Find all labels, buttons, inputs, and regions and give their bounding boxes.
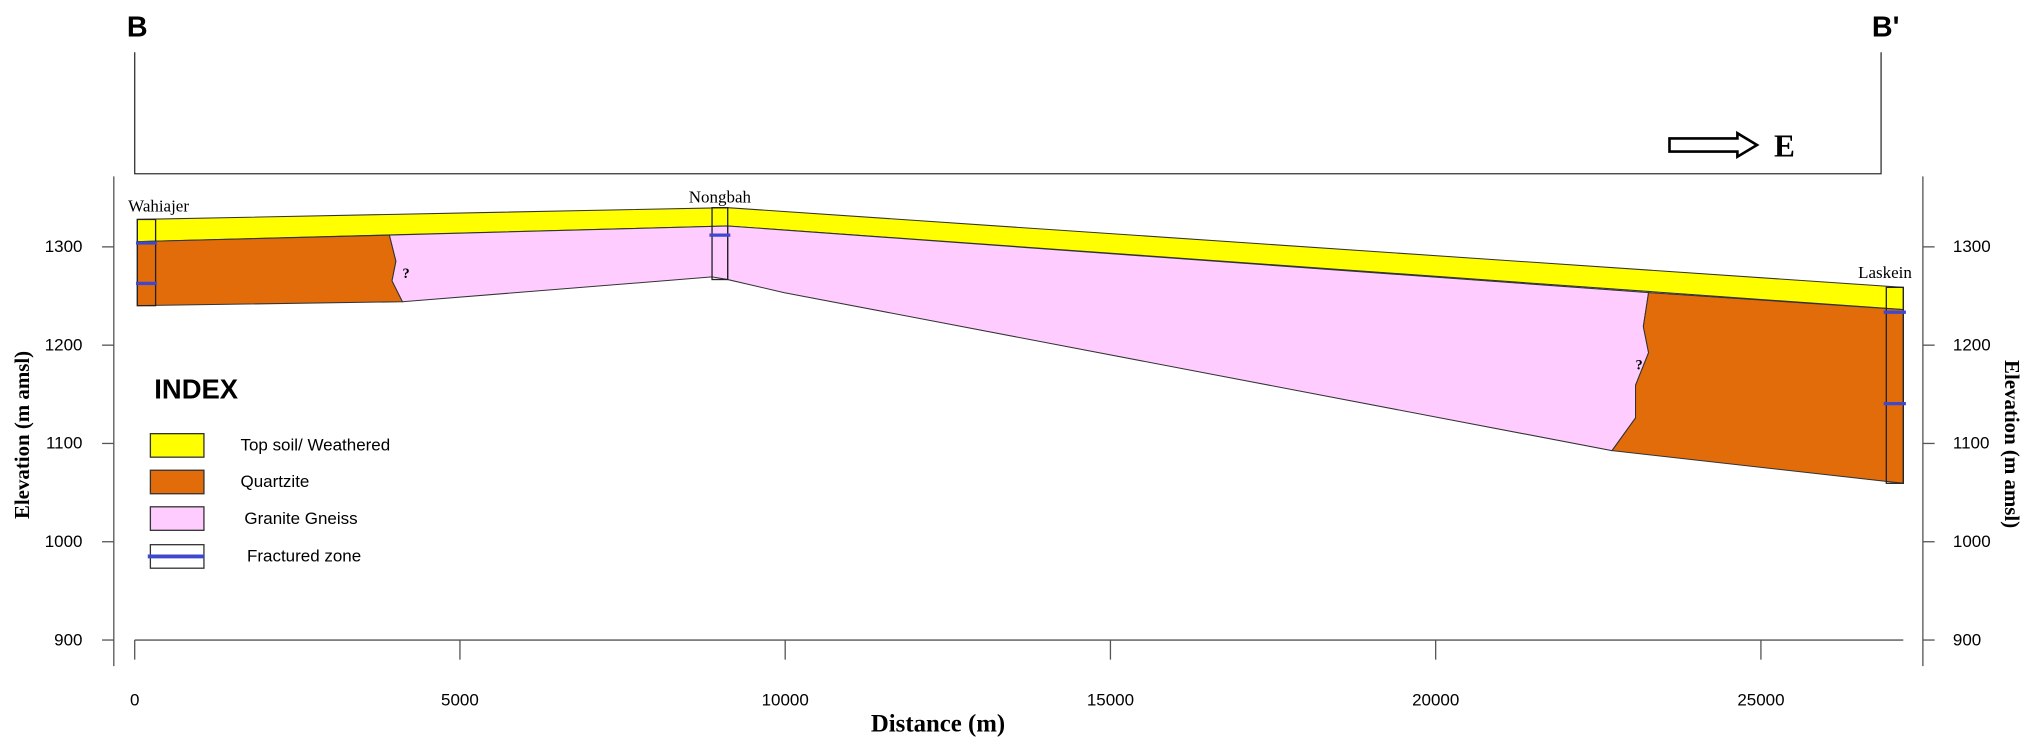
x-tick-label: 10000 [762,690,809,709]
legend-label: Top soil/ Weathered [241,436,391,455]
borehole [711,207,729,281]
x-tick-label: 25000 [1737,690,1784,709]
y2-axis-title: Elevation (m amsl) [2000,360,2024,528]
legend-swatch [149,506,205,531]
borehole [1885,286,1904,484]
legend-title: INDEX [154,373,239,404]
legend-label: Quartzite [241,472,310,491]
uncertain-contact: ? [1636,358,1643,374]
y-tick-label: 1000 [45,532,83,551]
quartzite-layer [1611,292,1904,484]
header-frame [134,52,1882,175]
well-name: Nongbah [689,187,752,206]
y-tick-label: 1100 [46,434,83,453]
y2-tick-label: 1100 [1953,434,1990,453]
y-tick-label: 900 [54,630,82,649]
x-tick-label: 0 [130,690,139,709]
y2-tick-label: 900 [1953,630,1981,649]
direction-label: E [1774,129,1795,164]
direction-arrow [1668,130,1760,160]
uncertain-contact: ? [402,266,409,282]
well-name: Laskein [1858,263,1912,282]
x-tick-label: 20000 [1412,690,1459,709]
x-axis-title: Distance (m) [871,710,1005,737]
legend-swatch [149,433,205,458]
fractured-zones [136,233,1906,406]
y2-tick-label: 1200 [1953,335,1991,354]
y-tick-label: 1300 [45,237,83,256]
well-name: Wahiajer [128,197,189,216]
x-tick-label: 15000 [1087,690,1134,709]
section-end: B' [1872,12,1900,44]
quartzite-layer [136,234,404,307]
legend-label: Fractured zone [247,547,361,566]
y2-tick-label: 1000 [1953,532,1991,551]
section-start: B [127,12,148,44]
gneiss-layer [388,225,729,303]
x-tick-label: 5000 [441,690,479,709]
y2-tick-label: 1300 [1953,237,1991,256]
borehole [136,218,157,307]
y-tick-label: 1200 [45,335,83,354]
y-axis-title: Elevation (m amsl) [10,351,34,519]
legend-swatch [149,469,205,495]
legend-label: Granite Gneiss [244,509,357,528]
gneiss-layer [727,225,1650,452]
